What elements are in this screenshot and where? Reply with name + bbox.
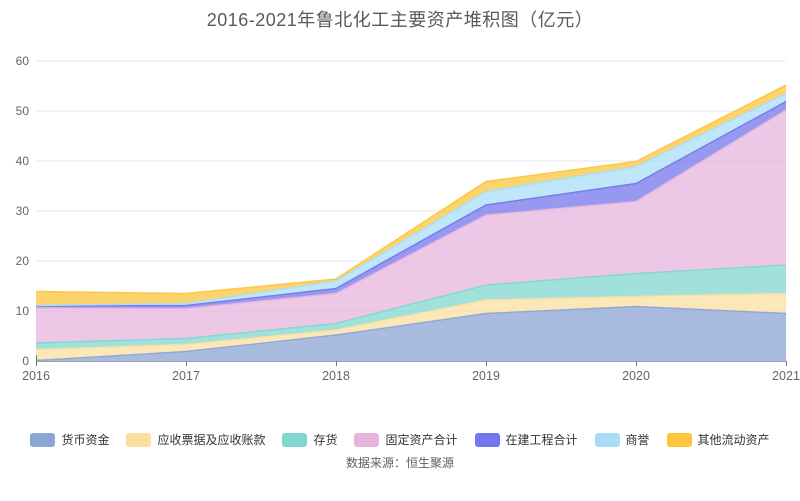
- legend-item-其他流动资产[interactable]: 其他流动资产: [666, 431, 770, 448]
- y-axis-tick-label: 20: [16, 254, 30, 268]
- legend-swatch-icon: [354, 432, 380, 447]
- line-在建工程合计: [35, 100, 787, 307]
- line-其他流动资产: [35, 84, 787, 295]
- x-axis-tick-label: 2021: [772, 369, 800, 383]
- line-存货: [35, 264, 787, 344]
- y-axis-tick-label: 40: [16, 154, 30, 168]
- stacked-area-chart[interactable]: 0 10 20 30 40 50 60 2016 2017 2018 2019 2020 2021: [0, 0, 800, 420]
- line-固定资产合计: [35, 109, 787, 310]
- legend-label: 商誉: [625, 433, 650, 447]
- legend-swatch-icon: [594, 432, 620, 447]
- legend-label: 应收票据及应收账款: [157, 433, 266, 447]
- x-axis-tick-label: 2018: [322, 369, 350, 383]
- legend-swatch-icon: [126, 432, 152, 447]
- legend-swatch-icon: [666, 432, 692, 447]
- legend-item-商誉[interactable]: 商誉: [594, 431, 650, 448]
- y-axis-tick-label: 50: [16, 104, 30, 118]
- legend-item-应收票据及应收账款[interactable]: 应收票据及应收账款: [126, 431, 265, 448]
- legend-label: 其他流动资产: [697, 433, 770, 447]
- area-固定资产合计[interactable]: [36, 110, 786, 343]
- data-source-note: 数据来源：恒生聚源: [345, 456, 454, 470]
- legend-label: 存货: [313, 433, 338, 447]
- line-商誉: [35, 92, 787, 307]
- line-货币资金: [35, 305, 787, 362]
- chart-legend: 货币资金 应收票据及应收账款 存货 固定资产合计 在建工程合计 商誉 其他流动资产: [0, 431, 800, 448]
- legend-item-存货[interactable]: 存货: [282, 431, 337, 448]
- x-axis-tick-label: 2020: [622, 369, 650, 383]
- legend-label: 固定资产合计: [385, 433, 458, 447]
- y-axis-tick-label: 30: [16, 204, 30, 218]
- x-axis-tick-label: 2016: [22, 369, 50, 383]
- x-axis-tick-label: 2017: [172, 369, 200, 383]
- legend-swatch-icon: [282, 432, 308, 447]
- x-axis-tick-label: 2019: [472, 369, 500, 383]
- legend-swatch-icon: [30, 432, 56, 447]
- legend-label: 货币资金: [61, 433, 110, 447]
- legend-item-货币资金[interactable]: 货币资金: [30, 431, 109, 448]
- legend-swatch-icon: [474, 432, 500, 447]
- line-应收票据及应收账款: [35, 292, 787, 351]
- legend-label: 在建工程合计: [505, 433, 578, 447]
- y-axis-tick-label: 60: [16, 54, 30, 68]
- chart-title: 2016-2021年鲁北化工主要资产堆积图（亿元）: [206, 10, 594, 30]
- area-存货[interactable]: [36, 265, 786, 350]
- legend-item-在建工程合计[interactable]: 在建工程合计: [474, 431, 578, 448]
- area-应收票据及应收账款[interactable]: [36, 293, 786, 361]
- y-axis-tick-label: 10: [16, 304, 30, 318]
- legend-item-固定资产合计[interactable]: 固定资产合计: [354, 431, 458, 448]
- y-axis-tick-label: 0: [22, 354, 29, 368]
